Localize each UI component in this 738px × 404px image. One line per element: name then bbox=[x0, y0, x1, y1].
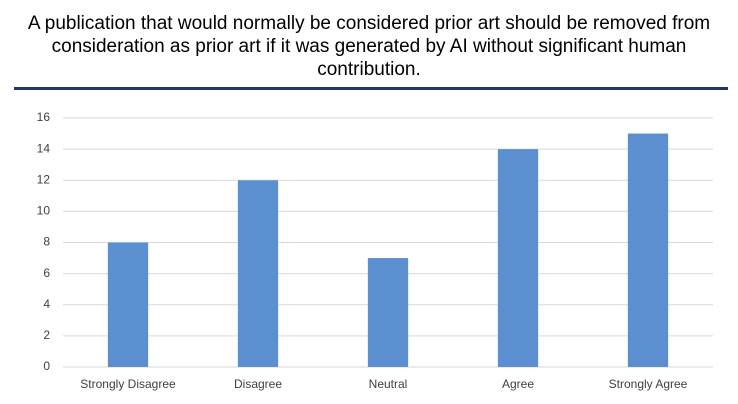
x-tick-label: Disagree bbox=[234, 377, 282, 391]
bar bbox=[237, 180, 279, 367]
chart-title: A publication that would normally be con… bbox=[27, 13, 711, 80]
bar bbox=[367, 258, 409, 367]
y-tick-label: 10 bbox=[37, 204, 51, 218]
x-tick-label: Strongly Disagree bbox=[80, 377, 176, 391]
y-tick-label: 8 bbox=[43, 235, 50, 249]
x-tick-label: Agree bbox=[502, 377, 534, 391]
y-tick-label: 12 bbox=[37, 172, 51, 186]
y-tick-label: 14 bbox=[37, 141, 51, 155]
x-tick-label: Neutral bbox=[369, 377, 408, 391]
y-tick-label: 0 bbox=[43, 359, 50, 373]
y-tick-label: 16 bbox=[37, 110, 51, 124]
y-tick-label: 6 bbox=[43, 266, 50, 280]
x-tick-label: Strongly Agree bbox=[609, 377, 688, 391]
title-rule bbox=[14, 87, 728, 90]
y-tick-label: 2 bbox=[43, 328, 50, 342]
bar bbox=[627, 133, 669, 367]
bar bbox=[497, 149, 539, 367]
y-tick-label: 4 bbox=[43, 297, 50, 311]
bar bbox=[107, 242, 149, 367]
